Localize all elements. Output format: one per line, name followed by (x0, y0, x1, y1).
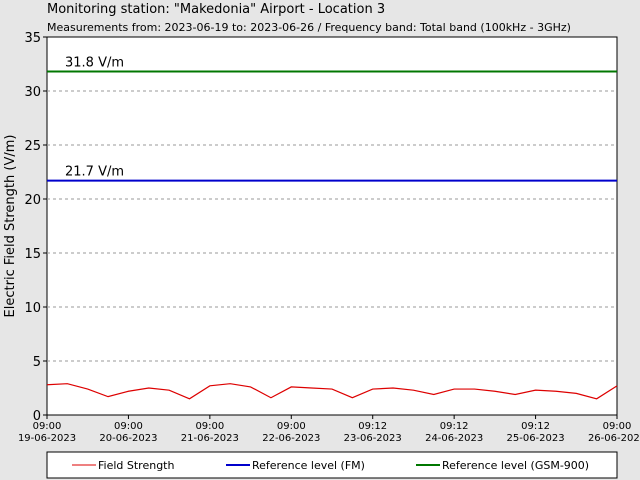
x-tick-time: 09:00 (195, 421, 224, 432)
x-tick-time: 09:00 (114, 421, 143, 432)
y-tick-label: 30 (24, 85, 41, 100)
y-tick-label: 35 (24, 31, 41, 46)
x-tick-date: 25-06-2023 (507, 433, 565, 444)
y-tick-label: 10 (24, 301, 41, 316)
chart-title: Monitoring station: "Makedonia" Airport … (47, 2, 385, 17)
x-tick-date: 24-06-2023 (425, 433, 483, 444)
x-tick-date: 26-06-2023 (588, 433, 640, 444)
x-tick-date: 23-06-2023 (344, 433, 402, 444)
x-tick-time: 09:00 (603, 421, 632, 432)
y-tick-label: 25 (24, 139, 41, 154)
x-tick-time: 09:00 (277, 421, 306, 432)
x-tick-time: 09:12 (358, 421, 387, 432)
legend (46, 451, 618, 479)
data-line (46, 383, 618, 400)
x-tick-time: 09:12 (440, 421, 469, 432)
plot-area (46, 36, 618, 416)
x-tick-date: 20-06-2023 (99, 433, 157, 444)
chart-subtitle: Measurements from: 2023-06-19 to: 2023-0… (47, 21, 571, 34)
legend-label: Field Strength (98, 459, 174, 472)
legend-label: Reference level (GSM-900) (442, 459, 589, 472)
y-tick-label: 15 (24, 247, 41, 262)
x-tick-date: 19-06-2023 (18, 433, 76, 444)
reference-label: 21.7 V/m (65, 165, 124, 180)
y-tick-label: 0 (33, 409, 41, 424)
x-tick-date: 21-06-2023 (181, 433, 239, 444)
y-tick-label: 5 (33, 355, 41, 370)
x-tick-date: 22-06-2023 (262, 433, 320, 444)
x-tick-time: 09:00 (33, 421, 62, 432)
reference-label: 31.8 V/m (65, 56, 124, 71)
y-axis-label: Electric Field Strength (V/m) (3, 135, 18, 318)
y-tick-label: 20 (24, 193, 41, 208)
legend-label: Reference level (FM) (252, 459, 365, 472)
x-tick-time: 09:12 (521, 421, 550, 432)
